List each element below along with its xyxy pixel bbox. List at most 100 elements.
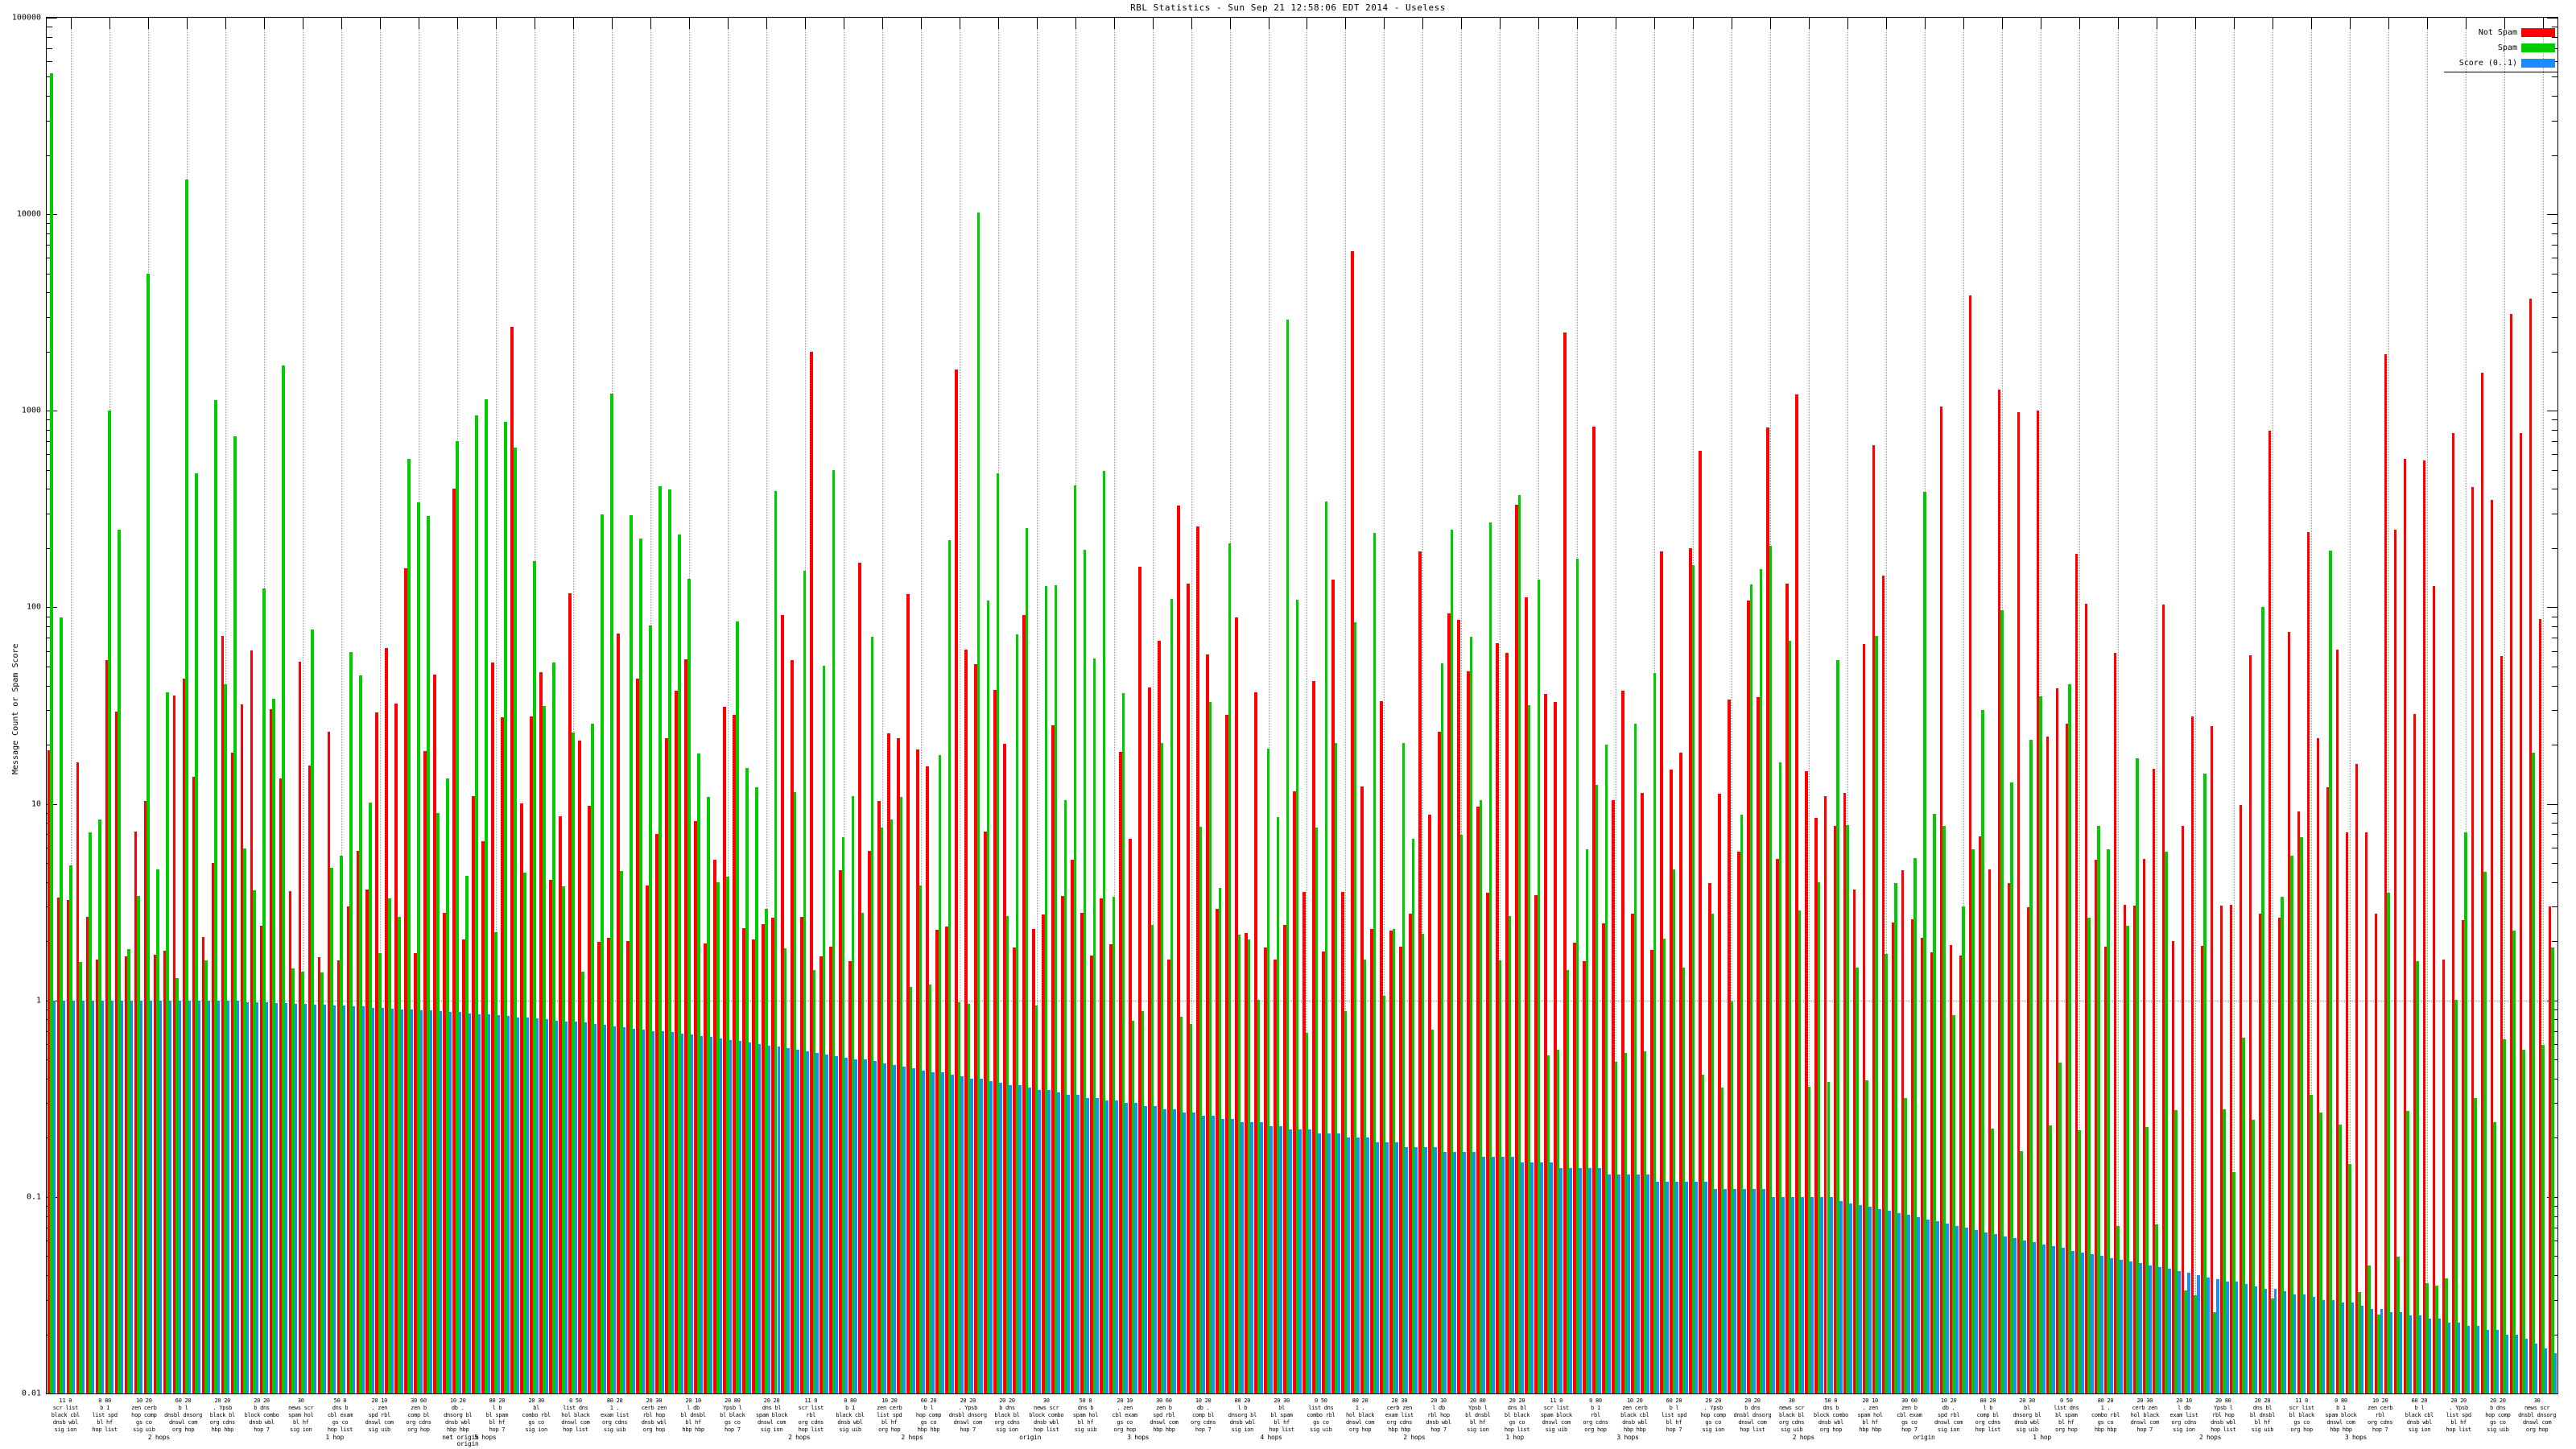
x-tick-label: 60 20 b l black cbl dnsb wbl sig ion [2405,1397,2434,1434]
bar-red [1872,444,1876,1393]
bar-red [279,778,283,1393]
x-tick-label-line: sig ion [525,1426,547,1433]
x-tick-label-line: org cdns [209,1419,236,1426]
x-tick-label-line: cbl exam [327,1412,353,1418]
bar-red [2480,373,2484,1393]
bar-blue [371,1007,375,1393]
bar-red [1833,825,1837,1393]
bar-blue [1540,1162,1543,1393]
bar-green [2097,825,2100,1393]
x-tick-label-line: dnsorg bl [1228,1412,1257,1418]
y-minor-tick [2552,1078,2557,1080]
x-tick-label-line: hbp hbp [1624,1426,1646,1433]
bar-green [301,971,304,1393]
x-tick-label-line: hop 7 [1901,1426,1918,1433]
x-tick-label-line: cerb zen [1386,1405,1413,1411]
bar-red [1602,923,1605,1393]
bar-blue [2351,1302,2355,1393]
bar-blue [1453,1151,1456,1393]
bar-blue [574,1022,578,1393]
bar-green [1788,640,1792,1393]
bar-green [1508,916,1512,1393]
bar-red [2142,858,2146,1393]
legend-swatch [2521,43,2555,52]
bar-green [253,890,256,1393]
bar-red [85,916,89,1393]
x-major-tick [921,18,922,29]
bar-blue [2505,1334,2509,1393]
bar-green [1199,826,1203,1393]
vertical-gridline [2195,18,2196,1393]
bar-blue [2013,1237,2017,1393]
bar-blue [1598,1168,1601,1393]
bar-green [233,436,237,1393]
bar-blue [738,1041,742,1393]
legend-item-not-spam[interactable]: Not Spam [2479,27,2555,38]
bar-blue [1772,1196,1775,1393]
bar-green [2039,696,2042,1393]
bar-red [510,327,514,1393]
x-tick-label-line: sig ion [1231,1426,1254,1433]
bar-red [1447,613,1451,1393]
y-minor-tick [2552,233,2557,234]
x-tick-label-line: 80 20 [1234,1397,1251,1404]
bar-red [2181,825,2185,1393]
legend-item-spam[interactable]: Spam [2498,42,2555,53]
bar-red [1534,894,1538,1393]
bar-blue [960,1076,964,1393]
bar-red [1620,690,1624,1393]
bar-blue [1028,1088,1031,1393]
bar-blue [1521,1162,1524,1393]
bar-blue [197,1000,201,1393]
y-major-tick [47,18,57,19]
x-tick-label: 20 20 b dns dnsbl dnsorg dnswl com hop list [1733,1397,1771,1434]
y-minor-tick [2552,120,2557,122]
x-tick-label-line: 80 20 [489,1397,506,1404]
x-tick-label-line: sig uib [1310,1426,1332,1433]
bar-blue [52,1000,56,1393]
bar-green [514,447,517,1393]
bar-red [1563,332,1567,1393]
x-tick-label-line: bl hf [2450,1419,2467,1426]
y-minor-tick [47,650,52,652]
x-tick-label-line: 0 50 [1315,1397,1327,1404]
bar-blue [1076,1095,1080,1393]
x-tick-label-line: dnsb wbl [2211,1419,2236,1426]
bar-green [1546,1055,1550,1393]
legend-item-score-0-1[interactable]: Score (0..1) [2459,57,2555,68]
bar-green [1981,710,1985,1393]
x-tick-label: 10 20 zen cerb hop comp gs co sig uib [131,1397,157,1434]
bar-red [993,690,997,1393]
x-tick-label-line: sig ion [1702,1426,1724,1433]
bar-green [2483,872,2487,1393]
x-tick-label-line: dnsb wbl [1818,1419,1844,1426]
bar-red [1775,859,1779,1393]
x-tick-label-line: 0 80 [844,1397,857,1404]
y-tick-label: 10 [31,799,41,809]
bar-blue [1463,1151,1466,1393]
x-tick-label-line: 11 0 [1550,1397,1563,1404]
y-minor-tick [2552,96,2557,97]
y-minor-tick [47,223,52,225]
x-major-tick [380,18,381,29]
vertical-gridline [71,18,72,1393]
x-tick-label-line: 20 20 [254,1397,270,1404]
bar-red [1756,697,1760,1393]
bar-blue [1917,1216,1920,1393]
vertical-gridline [766,18,767,1393]
bar-blue [2041,1245,2046,1393]
bar-blue [2293,1294,2297,1393]
x-major-tick [1345,18,1346,29]
bar-green [851,796,855,1393]
x-tick-label-line: hop 7 [960,1426,976,1433]
bar-green [1517,495,1521,1393]
legend-swatch [2521,58,2555,68]
y-minor-tick [2552,547,2557,549]
bar-green [562,886,565,1393]
bar-green [696,753,700,1393]
x-tick-label-line: 60 20 [175,1397,192,1404]
bar-red [2364,832,2368,1393]
bar-green [2290,856,2293,1393]
x-tick-label-line: dnsb wbl [2014,1419,2040,1426]
x-tick-label-line: sig ion [996,1426,1018,1433]
